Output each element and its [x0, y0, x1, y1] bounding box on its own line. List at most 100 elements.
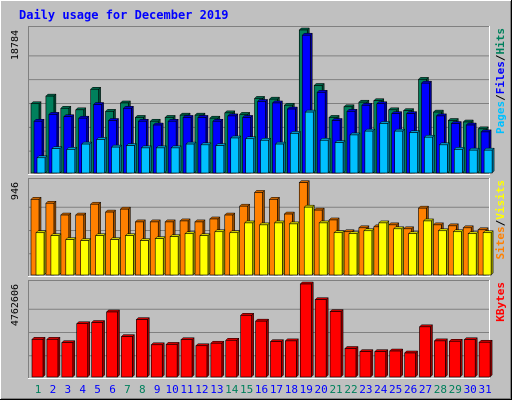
- day-label: 11: [180, 383, 193, 396]
- day-label: 15: [240, 383, 253, 396]
- bar-files-top: [182, 115, 194, 118]
- bar-pages: [289, 130, 301, 174]
- bar-pages: [349, 132, 361, 174]
- bar-pages-face: [36, 157, 46, 174]
- bar-visits: [437, 228, 449, 276]
- bar-kbytes-face: [314, 299, 327, 378]
- bar-files-top: [435, 113, 447, 117]
- bar-kbytes-face: [180, 339, 193, 378]
- bar-visits: [65, 237, 77, 276]
- bar-visits-side: [162, 236, 166, 276]
- bar-kbytes: [269, 339, 285, 378]
- bar-files-top: [63, 114, 75, 117]
- bar-kbytes-face: [91, 322, 103, 378]
- bar-visits-top: [452, 229, 464, 232]
- bar-visits: [95, 233, 107, 276]
- bar-visits-top: [348, 231, 360, 234]
- bar-pages-face: [468, 149, 478, 174]
- legend-pages: Pages: [494, 101, 507, 134]
- bar-hits-top: [253, 96, 266, 99]
- bar-visits-face: [140, 240, 149, 276]
- bar-kbytes-top: [150, 342, 165, 346]
- bar-pages-top: [468, 147, 480, 151]
- bar-kbytes-face: [389, 350, 401, 378]
- bar-visits-face: [274, 222, 283, 276]
- bar-kbytes: [478, 339, 493, 378]
- bar-visits-face: [229, 232, 239, 276]
- bar-visits-top: [393, 226, 405, 230]
- bar-pages-top: [334, 140, 346, 143]
- bar-kbytes-face: [240, 314, 252, 378]
- bar-visits-face: [244, 222, 253, 276]
- bar-pages: [408, 130, 421, 174]
- bar-visits-top: [244, 220, 256, 224]
- bar-kbytes-face: [299, 283, 312, 378]
- bar-hits-top: [462, 119, 474, 123]
- day-label: 17: [270, 383, 283, 396]
- bar-pages-top: [230, 135, 242, 139]
- bar-pages: [125, 142, 138, 174]
- bar-pages-top: [453, 147, 465, 150]
- bar-files-top: [346, 109, 358, 112]
- bar-visits-top: [258, 222, 271, 226]
- bar-files-top: [405, 111, 418, 114]
- bar-visits-face: [348, 233, 358, 276]
- bar-hits-top: [45, 93, 57, 97]
- bar-hits-top: [313, 83, 325, 86]
- bar-sites-top: [179, 218, 191, 222]
- day-label: 29: [449, 383, 462, 396]
- bar-pages-face: [349, 134, 359, 174]
- bar-kbytes-face: [419, 326, 431, 378]
- bar-pages-side: [193, 141, 197, 174]
- bar-sites-top: [224, 212, 236, 216]
- bar-visits: [109, 237, 122, 276]
- bar-pages: [81, 141, 93, 174]
- bar-hits-top: [328, 115, 340, 118]
- bar-visits-face: [423, 220, 432, 276]
- bar-kbytes-face: [329, 311, 342, 378]
- panel-middle-ymax-label: 946: [10, 182, 21, 200]
- bar-kbytes-face: [150, 344, 163, 378]
- day-label: 21: [329, 383, 342, 396]
- bar-kbytes-face: [404, 352, 416, 378]
- day-label: 19: [300, 383, 313, 396]
- bar-pages: [140, 145, 152, 174]
- day-label: 20: [315, 383, 328, 396]
- bar-pages-side: [178, 145, 182, 174]
- bar-visits: [482, 230, 494, 276]
- bar-pages-face: [185, 143, 195, 174]
- bar-pages-face: [275, 143, 284, 174]
- bar-visits-face: [50, 235, 60, 276]
- bar-kbytes-face: [434, 340, 446, 378]
- series-sites: [30, 179, 489, 276]
- bar-hits-top: [75, 107, 87, 111]
- bar-pages-face: [394, 130, 403, 174]
- x-axis-day-labels: 1 2 3 4 5 6 7 8 9 10 11 12 13 14 15 16 17 18 19 20 21 22 23 24 2…: [35, 383, 492, 396]
- bar-pages-top: [200, 142, 212, 146]
- bar-files-top: [107, 118, 120, 121]
- panel-middle-legend: Sites/Visits: [494, 180, 507, 260]
- bar-visits-top: [35, 230, 47, 233]
- bar-kbytes-face: [106, 311, 118, 378]
- bar-files-top: [242, 115, 254, 118]
- bar-kbytes: [284, 338, 299, 378]
- day-label: 31: [478, 383, 491, 396]
- bar-sites-top: [298, 180, 310, 183]
- bar-pages-side: [104, 136, 107, 174]
- bar-hits-top: [149, 118, 161, 122]
- bar-pages-face: [439, 144, 448, 174]
- bar-kbytes-face: [463, 339, 476, 378]
- bar-pages-top: [304, 109, 316, 113]
- bar-pages: [423, 134, 436, 174]
- bar-visits-side: [73, 237, 77, 276]
- bar-pages-face: [170, 147, 180, 174]
- bar-pages-top: [364, 128, 376, 132]
- bar-files-top: [331, 118, 343, 121]
- bar-pages-top: [408, 130, 421, 133]
- bar-files-top: [480, 129, 492, 133]
- bar-sites-top: [462, 225, 474, 229]
- bar-visits: [273, 220, 286, 276]
- bar-visits-face: [65, 239, 75, 276]
- bar-kbytes: [389, 348, 404, 378]
- bar-pages: [200, 142, 212, 174]
